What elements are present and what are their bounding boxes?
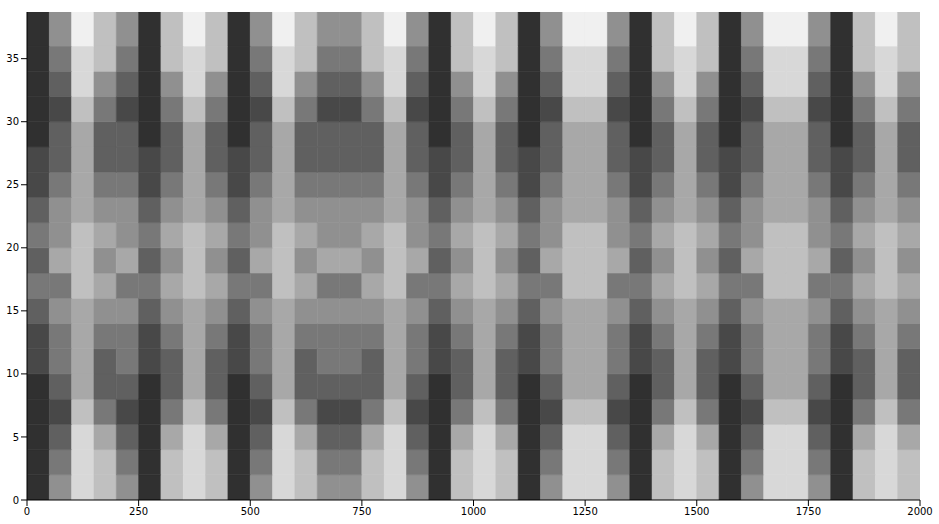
svg-text:1250: 1250 xyxy=(572,506,597,517)
svg-text:10: 10 xyxy=(6,368,19,379)
svg-text:750: 750 xyxy=(352,506,371,517)
svg-text:2000: 2000 xyxy=(907,506,932,517)
svg-text:0: 0 xyxy=(13,495,19,506)
svg-text:250: 250 xyxy=(129,506,148,517)
svg-text:20: 20 xyxy=(6,242,19,253)
svg-text:500: 500 xyxy=(241,506,260,517)
svg-text:35: 35 xyxy=(6,53,19,64)
svg-text:1000: 1000 xyxy=(461,506,486,517)
svg-text:30: 30 xyxy=(6,116,19,127)
svg-text:1500: 1500 xyxy=(684,506,709,517)
svg-text:1750: 1750 xyxy=(796,506,821,517)
svg-text:15: 15 xyxy=(6,305,19,316)
svg-text:5: 5 xyxy=(13,432,19,443)
svg-text:0: 0 xyxy=(24,506,30,517)
svg-text:25: 25 xyxy=(6,179,19,190)
